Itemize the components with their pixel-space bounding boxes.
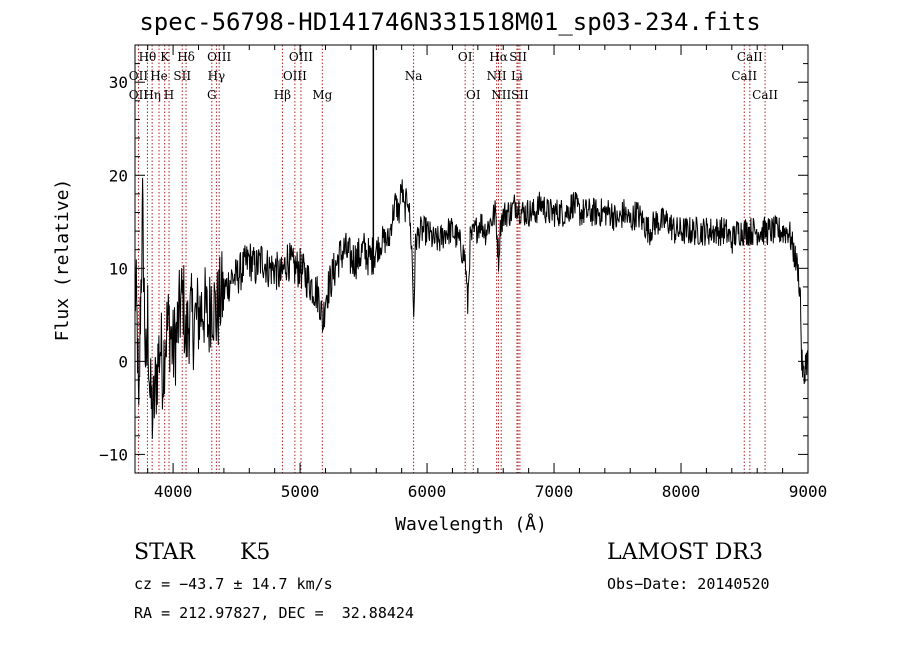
x-tick-label: 6000 (408, 482, 447, 501)
redshift-text: cz = −43.7 ± 14.7 km/s (134, 575, 333, 593)
line-label: CaII (731, 69, 757, 83)
line-label: Hγ (208, 69, 226, 83)
line-label: CaII (752, 88, 778, 102)
line-label: He (150, 69, 168, 83)
line-label: Hβ (274, 88, 291, 102)
line-label: OIII (289, 50, 313, 64)
line-label: G (207, 88, 217, 102)
x-tick-label: 5000 (281, 482, 320, 501)
line-label: Hα (489, 50, 508, 64)
x-tick-label: 9000 (789, 482, 828, 501)
plot-frame (134, 44, 809, 474)
line-label: H (164, 88, 174, 102)
line-label: CaII (737, 50, 763, 64)
line-label: Na (405, 69, 423, 83)
line-label: OIII (283, 69, 307, 83)
flux-series-line (134, 177, 809, 440)
line-label: SII (173, 69, 191, 83)
line-label: Hδ (177, 50, 195, 64)
line-label: OI (458, 50, 473, 64)
axes: 4000 5000 6000 7000 8000 9000 −10 0 10 20 30 (99, 45, 827, 501)
x-tick-label: 8000 (662, 482, 701, 501)
line-label: SII (509, 50, 527, 64)
line-label: Hη (143, 88, 161, 102)
y-tick-label: 10 (109, 259, 128, 278)
y-tick-label: 20 (109, 166, 128, 185)
chart-title: spec-56798-HD141746N331518M01_sp03-234.f… (139, 8, 761, 36)
x-axis-label: Wavelength (Å) (395, 513, 547, 535)
line-label: Hθ (139, 50, 157, 64)
x-tick-label: 7000 (535, 482, 574, 501)
subclass-label: K5 (240, 540, 271, 565)
line-label: OII (129, 69, 149, 83)
y-axis-label: Flux (relative) (52, 179, 73, 342)
line-label: OI (466, 88, 481, 102)
line-markers (137, 45, 766, 473)
obs-date-text: Obs−Date: 20140520 (607, 575, 770, 593)
line-label: NII (491, 88, 511, 102)
class-label: STAR (134, 540, 195, 565)
y-tick-label: 0 (118, 352, 128, 371)
line-label: K (160, 50, 170, 64)
line-label: OII (129, 88, 149, 102)
line-label: OIII (207, 50, 231, 64)
survey-label: LAMOST DR3 (607, 540, 763, 565)
x-tick-label: 4000 (154, 482, 193, 501)
line-label: Li (511, 69, 523, 83)
line-label: NII (487, 69, 507, 83)
y-tick-label: −10 (99, 445, 128, 464)
line-label: SII (511, 88, 529, 102)
line-label: Mg (312, 88, 332, 102)
coordinates-text: RA = 212.97827, DEC = 32.88424 (134, 604, 414, 622)
y-tick-label: 30 (109, 73, 128, 92)
